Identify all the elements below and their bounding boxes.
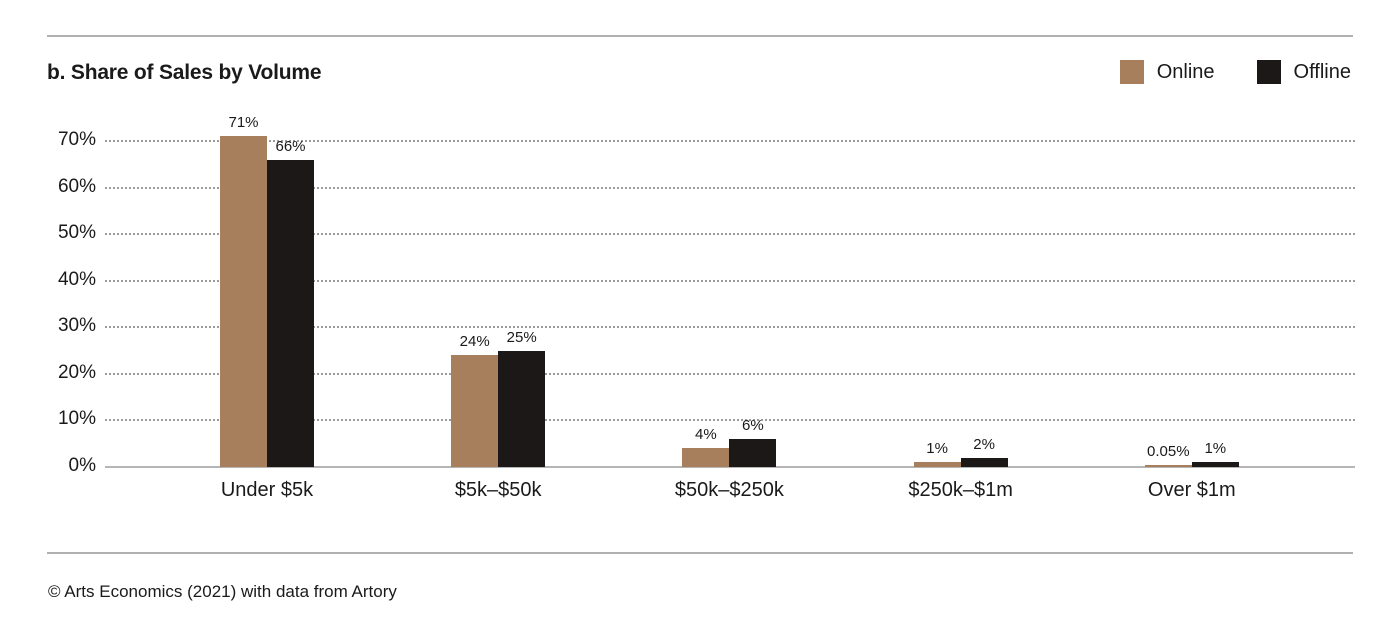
bar-online [913, 462, 961, 467]
y-axis-tick-label: 30% [57, 315, 96, 337]
y-gridline [105, 279, 1355, 282]
bar-offline [960, 457, 1008, 467]
chart-title: b. Share of Sales by Volume [47, 61, 322, 84]
bar-offline [729, 439, 777, 467]
value-label: 4% [695, 426, 717, 444]
category-label: $5k–$50k [454, 479, 542, 501]
value-label: 1% [926, 440, 948, 458]
category-label: $50k–$250k [674, 479, 784, 501]
legend-label-online: Online [1156, 60, 1215, 83]
source-credit: © Arts Economics (2021) with data from A… [48, 582, 397, 601]
legend: Online Offline [1119, 60, 1351, 84]
bar-online [220, 136, 267, 467]
bar-offline [267, 159, 314, 467]
category-label: Over $1m [1147, 479, 1236, 501]
bar-offline [1191, 462, 1239, 467]
legend-label-offline: Offline [1293, 60, 1351, 83]
value-label: 71% [228, 114, 259, 132]
bottom-divider [47, 552, 1353, 554]
value-label: 1% [1204, 440, 1227, 458]
category-label: Under $5k [220, 479, 314, 501]
value-label: 2% [973, 435, 995, 453]
value-label: 6% [742, 417, 764, 435]
y-gridline [105, 233, 1355, 236]
bar-online [1144, 465, 1192, 467]
bar-offline [498, 350, 546, 467]
y-axis-tick-label: 40% [57, 268, 96, 290]
y-axis-tick-label: 60% [57, 175, 96, 197]
y-gridline [105, 419, 1355, 422]
legend-item-online: Online [1119, 60, 1215, 84]
value-label: 0.05% [1147, 443, 1190, 460]
y-axis-tick-label: 50% [57, 222, 96, 244]
online-swatch-icon [1119, 60, 1144, 84]
y-axis-tick-label: 10% [57, 408, 96, 430]
offline-swatch-icon [1256, 60, 1281, 84]
category-label: $250k–$1m [908, 479, 1013, 501]
x-axis-line [105, 466, 1355, 468]
bar-online [451, 355, 499, 467]
y-gridline [105, 186, 1355, 189]
value-label: 24% [459, 333, 490, 351]
value-label: 66% [275, 137, 306, 155]
value-label: 25% [506, 328, 537, 346]
y-axis-tick-label: 0% [68, 455, 96, 476]
legend-item-offline: Offline [1256, 60, 1351, 84]
top-divider [47, 35, 1353, 37]
y-axis-tick-label: 20% [57, 361, 96, 383]
bar-online [682, 448, 730, 467]
y-gridline [105, 326, 1355, 329]
y-axis-tick-label: 70% [57, 129, 96, 150]
y-gridline [105, 140, 1355, 142]
y-gridline [105, 372, 1355, 375]
